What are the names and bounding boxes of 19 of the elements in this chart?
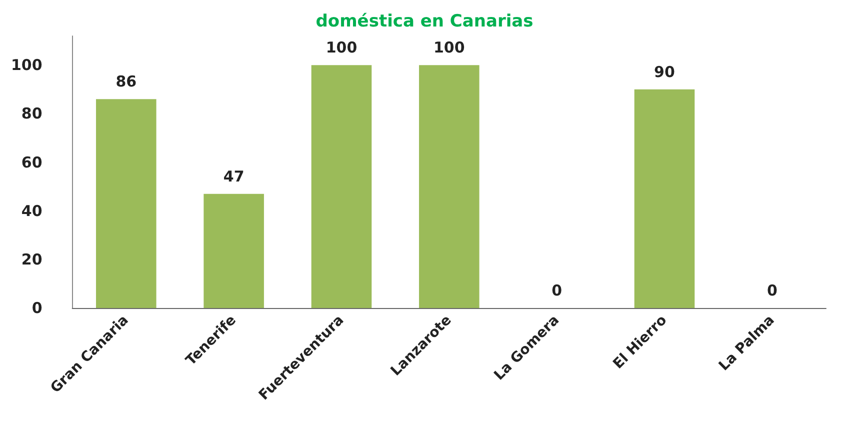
y-tick-label: 20 bbox=[21, 250, 42, 268]
y-tick-label: 100 bbox=[11, 56, 42, 74]
bar bbox=[96, 99, 156, 308]
bar bbox=[204, 194, 264, 308]
data-label: 86 bbox=[116, 72, 137, 91]
y-tick-label: 60 bbox=[21, 153, 42, 172]
bar bbox=[634, 89, 695, 308]
data-label: 90 bbox=[654, 62, 675, 81]
y-tick-label: 0 bbox=[32, 299, 42, 317]
data-label: 0 bbox=[552, 282, 562, 300]
bar bbox=[311, 65, 372, 308]
y-tick-label: 40 bbox=[21, 202, 42, 220]
chart-title: doméstica en Canarias bbox=[316, 12, 534, 32]
data-label: 100 bbox=[434, 38, 465, 57]
data-label: 0 bbox=[766, 282, 778, 300]
data-label: 100 bbox=[326, 38, 358, 57]
y-tick-label: 80 bbox=[21, 104, 42, 123]
data-label: 47 bbox=[223, 167, 244, 186]
bar bbox=[419, 65, 480, 308]
